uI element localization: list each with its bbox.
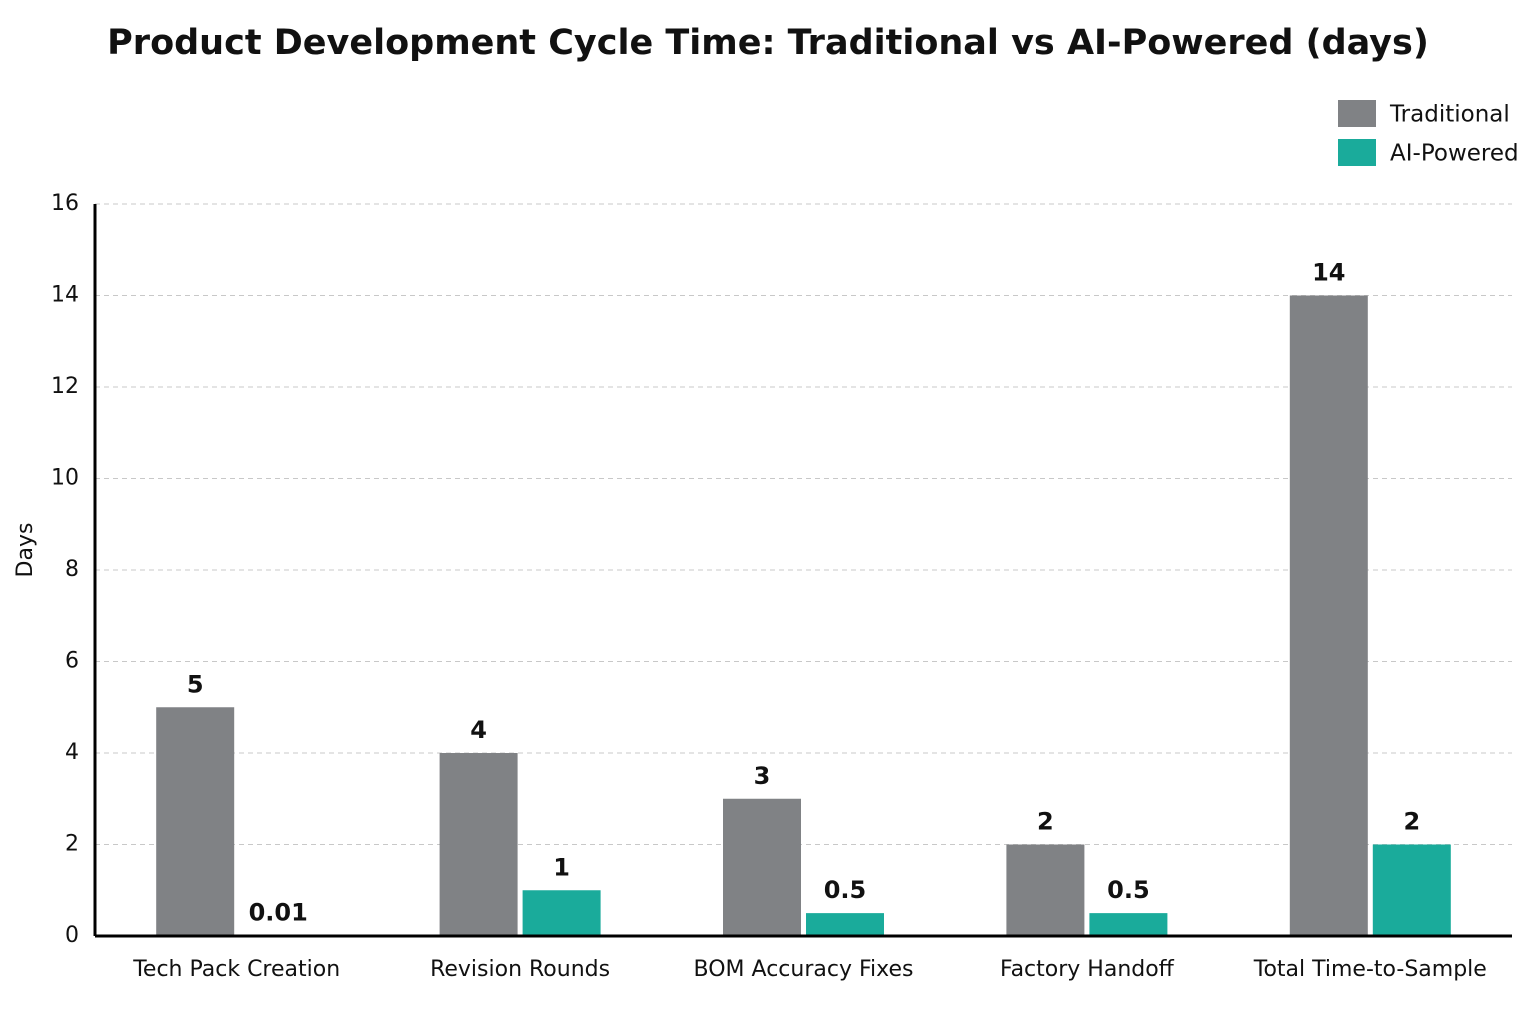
- y-tick-label: 6: [65, 649, 79, 674]
- value-label: 0.01: [249, 899, 308, 927]
- y-tick-label: 16: [51, 191, 79, 216]
- x-tick-label: Revision Rounds: [430, 957, 610, 982]
- legend-swatch: [1338, 139, 1376, 166]
- value-label: 0.5: [1107, 876, 1150, 904]
- y-tick-label: 12: [51, 374, 79, 399]
- bar: [439, 753, 518, 936]
- legend-label: Traditional: [1389, 102, 1510, 128]
- x-tick-label: Tech Pack Creation: [132, 957, 340, 982]
- y-tick-label: 10: [51, 466, 79, 491]
- y-tick-label: 4: [65, 740, 79, 765]
- legend-swatch: [1338, 100, 1376, 127]
- value-label: 2: [1037, 808, 1054, 836]
- value-label: 5: [187, 670, 204, 698]
- bar: [522, 890, 601, 936]
- bar: [806, 913, 884, 936]
- x-tick-label: Factory Handoff: [1000, 957, 1175, 982]
- value-label: 2: [1403, 808, 1420, 836]
- bar: [1006, 844, 1085, 936]
- value-label: 4: [470, 716, 487, 744]
- bar: [1372, 844, 1451, 936]
- y-axis-label: Days: [13, 523, 38, 578]
- x-tick-label: Total Time-to-Sample: [1253, 957, 1487, 982]
- value-label: 14: [1312, 259, 1345, 287]
- bar: [1289, 295, 1368, 936]
- y-tick-label: 8: [65, 557, 79, 582]
- value-label: 0.5: [824, 876, 867, 904]
- value-label: 3: [754, 762, 771, 790]
- value-label: 1: [553, 853, 570, 881]
- y-tick-label: 2: [65, 832, 79, 857]
- bar: [156, 707, 235, 936]
- y-tick-label: 0: [65, 923, 79, 948]
- x-tick-label: BOM Accuracy Fixes: [694, 957, 914, 982]
- bar: [723, 798, 801, 936]
- chart-title: Product Development Cycle Time: Traditio…: [107, 23, 1429, 63]
- legend-label: AI-Powered: [1390, 141, 1519, 167]
- y-tick-label: 14: [51, 283, 79, 308]
- bar: [1089, 913, 1168, 936]
